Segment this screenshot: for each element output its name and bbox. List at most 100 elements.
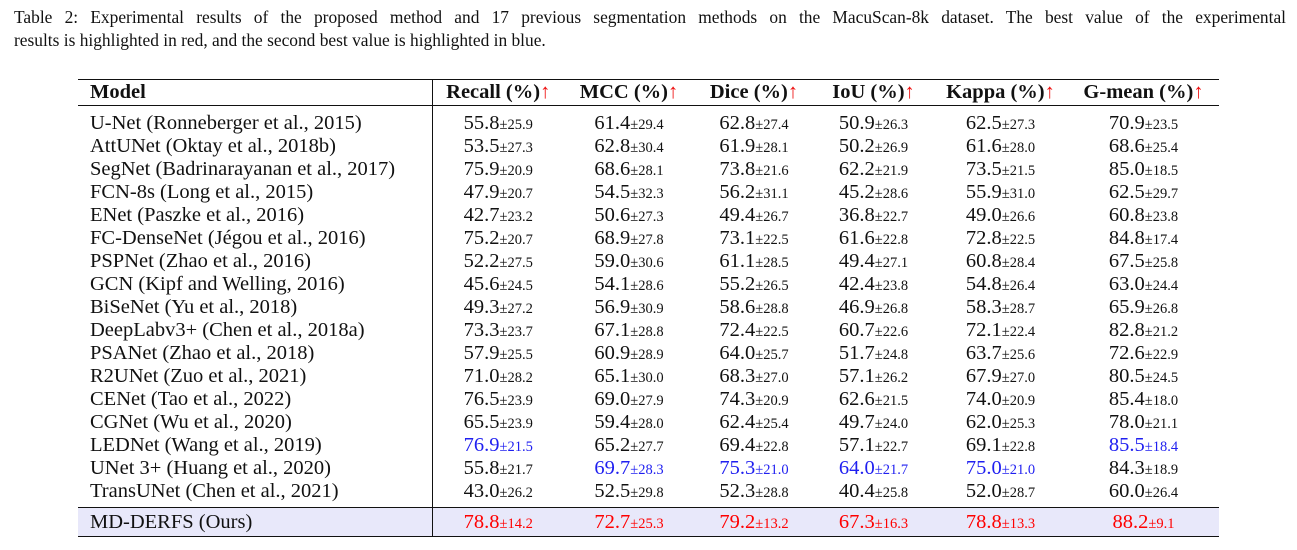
- metric-value: 85.0: [1108, 158, 1145, 180]
- metric-value: 72.1: [965, 319, 1002, 341]
- metric-std: ±28.8: [630, 324, 664, 340]
- kappa-cell: 49.0±26.6: [933, 204, 1068, 227]
- gmean-cell: 72.6±22.9: [1068, 342, 1219, 365]
- metric-value: 54.8: [965, 273, 1002, 295]
- metric-std: ±9.1: [1148, 515, 1175, 532]
- header-recall: Recall (%)↑: [431, 79, 564, 106]
- kappa-cell: 52.0±28.7: [933, 480, 1068, 508]
- metric-value: 74.0: [965, 388, 1002, 410]
- mcc-cell: 56.9±30.9: [564, 296, 694, 319]
- metric-std: ±22.5: [755, 232, 789, 248]
- metric-value: 84.3: [1108, 457, 1145, 479]
- metric-std: ±28.1: [755, 140, 789, 156]
- metric-value: 68.9: [594, 227, 631, 249]
- model-name-cell: GCN (Kipf and Welling, 2016): [90, 273, 345, 295]
- metric-value: 67.1: [594, 319, 631, 341]
- recall-cell: 43.0±26.2: [431, 480, 564, 508]
- metric-std: ±21.7: [874, 462, 909, 478]
- metric-value: 46.9: [838, 296, 875, 318]
- metric-value: 52.5: [594, 480, 631, 502]
- dice-cell: 73.8±21.6: [694, 158, 814, 181]
- metric-value: 88.2: [1112, 510, 1149, 533]
- model-name-cell: UNet 3+ (Huang et al., 2020): [90, 457, 331, 479]
- gmean-cell: 85.4±18.0: [1068, 388, 1219, 411]
- mcc-cell: 67.1±28.8: [564, 319, 694, 342]
- metric-std: ±23.5: [1144, 117, 1179, 133]
- recall-cell: 78.8±14.2: [431, 507, 564, 537]
- metric-std: ±28.0: [1001, 140, 1036, 156]
- metric-std: ±26.2: [499, 485, 533, 501]
- metric-value: 57.9: [463, 342, 500, 364]
- metric-std: ±29.7: [1144, 186, 1179, 202]
- table-row-ours: MD-DERFS (Ours) 78.8±14.2 72.7±25.3 79.2±13…: [78, 507, 1219, 537]
- table-row: LEDNet (Wang et al., 2019) 76.9±21.5 65.2±…: [78, 434, 1219, 457]
- table-row: UNet 3+ (Huang et al., 2020) 55.8±21.7 69.…: [78, 457, 1219, 480]
- metric-value: 70.9: [1108, 112, 1145, 134]
- iou-cell: 50.9±26.3: [814, 106, 933, 136]
- metric-std: ±22.7: [874, 439, 909, 455]
- table-row: GCN (Kipf and Welling, 2016) 45.6±24.5 54.…: [78, 273, 1219, 296]
- gmean-cell: 60.8±23.8: [1068, 204, 1219, 227]
- metric-std: ±26.2: [874, 370, 909, 386]
- metric-value: 85.4: [1108, 388, 1145, 410]
- metric-value: 68.3: [719, 365, 756, 387]
- metric-value: 59.0: [594, 250, 631, 272]
- metric-std: ±28.9: [630, 347, 664, 363]
- metric-std: ±30.9: [630, 301, 664, 317]
- metric-std: ±22.6: [874, 324, 909, 340]
- recall-cell: 71.0±28.2: [431, 365, 564, 388]
- model-name-cell: TransUNet (Chen et al., 2021): [90, 480, 339, 502]
- mcc-cell: 59.4±28.0: [564, 411, 694, 434]
- table-row: CGNet (Wu et al., 2020) 65.5±23.9 59.4±28.…: [78, 411, 1219, 434]
- model-name-cell: FC-DenseNet (Jégou et al., 2016): [90, 227, 366, 249]
- metric-std: ±21.7: [499, 462, 533, 478]
- header-gmean-label: G-mean (%): [1083, 81, 1194, 103]
- metric-std: ±18.0: [1144, 393, 1179, 409]
- model-name-cell: ENet (Paszke et al., 2016): [90, 204, 305, 226]
- iou-cell: 46.9±26.8: [814, 296, 933, 319]
- metric-std: ±28.8: [755, 301, 789, 317]
- kappa-cell: 69.1±22.8: [933, 434, 1068, 457]
- metric-value: 58.6: [719, 296, 756, 318]
- metric-std: ±20.7: [499, 232, 533, 248]
- metric-value: 40.4: [838, 480, 875, 502]
- header-model: Model: [78, 79, 432, 106]
- metric-value: 61.4: [594, 112, 631, 134]
- metric-value: 61.1: [719, 250, 756, 272]
- dice-cell: 61.9±28.1: [694, 135, 814, 158]
- metric-value: 65.2: [594, 434, 631, 456]
- metric-std: ±27.1: [874, 255, 909, 271]
- mcc-cell: 69.0±27.9: [564, 388, 694, 411]
- dice-cell: 64.0±25.7: [694, 342, 814, 365]
- metric-std: ±27.7: [630, 439, 664, 455]
- metric-value: 78.8: [463, 510, 500, 533]
- iou-cell: 42.4±23.8: [814, 273, 933, 296]
- gmean-cell: 84.8±17.4: [1068, 227, 1219, 250]
- recall-cell: 76.5±23.9: [431, 388, 564, 411]
- metric-std: ±21.0: [755, 462, 789, 478]
- metric-std: ±18.5: [1144, 163, 1179, 179]
- metric-value: 67.3: [838, 510, 875, 533]
- metric-std: ±22.5: [755, 324, 789, 340]
- metric-value: 72.6: [1108, 342, 1145, 364]
- kappa-cell: 75.0±21.0: [933, 457, 1068, 480]
- metric-std: ±25.8: [1144, 255, 1179, 271]
- metric-value: 78.0: [1108, 411, 1145, 433]
- dice-cell: 75.3±21.0: [694, 457, 814, 480]
- metric-std: ±27.2: [499, 301, 533, 317]
- model-name-cell: PSANet (Zhao et al., 2018): [90, 342, 315, 364]
- gmean-cell: 70.9±23.5: [1068, 106, 1219, 136]
- metric-value: 79.2: [719, 510, 756, 533]
- metric-value: 60.9: [594, 342, 631, 364]
- metric-value: 56.2: [719, 181, 756, 203]
- metric-std: ±22.5: [1001, 232, 1036, 248]
- dice-cell: 58.6±28.8: [694, 296, 814, 319]
- dice-cell: 61.1±28.5: [694, 250, 814, 273]
- header-iou-label: IoU (%): [832, 81, 905, 103]
- model-name-cell: CGNet (Wu et al., 2020): [90, 411, 292, 433]
- metric-value: 62.6: [838, 388, 875, 410]
- table-row: SegNet (Badrinarayanan et al., 2017) 75.9…: [78, 158, 1219, 181]
- metric-value: 60.7: [838, 319, 875, 341]
- metric-std: ±21.9: [874, 163, 909, 179]
- mcc-cell: 52.5±29.8: [564, 480, 694, 508]
